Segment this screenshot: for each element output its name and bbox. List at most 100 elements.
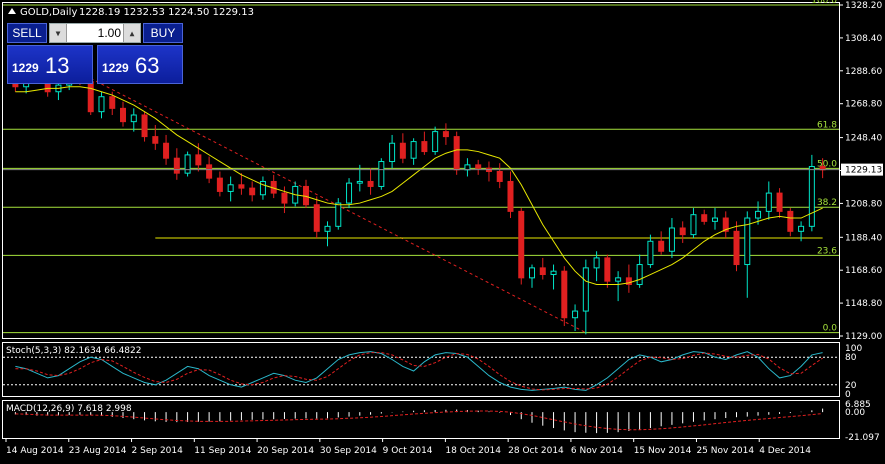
one-click-trading-panel: SELL ▼ ▲ BUY 1229 13 1229 63 [7,22,183,84]
price-tick-label: 1188.40 [845,233,882,243]
price-tick-label: 1268.80 [845,100,882,110]
sell-price-pips: 13 [45,53,70,78]
candle-body [378,161,385,187]
collapse-triangle-icon[interactable] [8,8,16,14]
time-tick-label: 11 Sep 2014 [194,446,251,456]
buy-button[interactable]: BUY [143,23,183,43]
candle-body [722,217,729,232]
macd-axis-label: 6.885 [845,400,871,410]
candle-body [453,136,460,171]
buy-price-pips: 63 [135,53,160,78]
fib-level-label: 0.0 [823,324,838,334]
candle-body [87,81,94,113]
candle-body [690,214,697,236]
lot-size-input[interactable] [67,24,124,42]
decrease-lots-icon[interactable]: ▼ [50,24,67,42]
price-tick-label: 1308.40 [845,34,882,44]
candle-body [668,227,675,252]
stoch-signal-line [15,352,823,391]
price-tick-label: 1248.40 [845,134,882,144]
candle-body [776,192,783,212]
buy-price-button[interactable]: 1229 63 [97,45,183,84]
candle-body [507,180,514,212]
candle-body [173,157,180,174]
candle-body [259,180,266,196]
candle-body [313,204,320,232]
time-tick-label: 15 Nov 2014 [634,446,692,456]
candle-body [389,142,396,163]
candle-body [464,164,471,171]
candle-body [216,177,223,192]
candle-body [647,240,654,266]
stoch-axis-label: 20 [845,381,857,391]
candle-body [808,166,815,227]
candle-body [238,184,245,189]
candle-body [475,164,482,169]
candle-body [582,267,589,312]
candle-body [206,164,213,179]
candle-body [636,264,643,285]
price-tick-label: 1148.80 [845,299,882,309]
candle-body [141,114,148,138]
symbol-name: GOLD,Daily [20,7,77,18]
time-tick-label: 9 Oct 2014 [383,446,433,456]
symbol-ohlc: 1228.19 1232.53 1224.50 1229.13 [79,7,254,18]
stoch-axis-label: 80 [845,353,857,363]
candle-body [163,142,170,159]
macd-pane-border [2,400,840,439]
stoch-axis-label: 0 [845,390,851,400]
sell-price-prefix: 1229 [12,61,39,75]
candle-body [130,114,137,123]
candle-body [281,192,288,204]
candle-body [787,210,794,232]
time-tick-label: 28 Oct 2014 [508,446,564,456]
time-tick-label: 20 Sep 2014 [257,446,314,456]
candle-body [658,240,665,252]
fib-level-label: 38.2 [817,198,837,208]
candle-body [152,136,159,144]
fib-level-label: 50.0 [817,159,837,169]
candle-body [625,277,632,285]
time-tick-label: 2 Sep 2014 [132,446,184,456]
candle-body [765,192,772,212]
sell-price-button[interactable]: 1229 13 [7,45,93,84]
price-axis: 1328.20 1308.40 1288.60 1268.80 1248.40 1228.… [3,1,883,342]
price-tick-label: 1208.80 [845,199,882,209]
macd-axis-label: 0.00 [845,408,865,418]
candle-body [356,180,363,184]
buy-price-prefix: 1229 [102,61,129,75]
candle-body [550,270,557,276]
time-tick-label: 4 Dec 2014 [759,446,811,456]
time-tick-label: 23 Aug 2014 [69,446,127,456]
fib-level-label: 100.0 [811,0,837,6]
time-tick-label: 18 Oct 2014 [445,446,501,456]
candle-body [539,267,546,276]
candle-body [410,141,417,159]
candle-body [302,185,309,206]
price-tick-label: 1328.20 [845,1,882,11]
lot-size-stepper[interactable]: ▼ ▲ [49,23,141,43]
candle-body [335,202,342,227]
candle-body [572,310,579,319]
current-price-label: 1229.13 [845,166,882,176]
candle-body [593,257,600,269]
sell-button[interactable]: SELL [7,23,47,43]
candle-body [529,267,536,279]
candle-body [324,225,331,232]
time-tick-label: 6 Nov 2014 [571,446,623,456]
candle-body [227,184,234,192]
price-tick-label: 1288.60 [845,67,882,77]
macd-axis-label: -21.097 [845,433,880,443]
price-tick-label: 1168.60 [845,266,882,276]
current-price-box [841,163,883,176]
candle-body [109,96,116,109]
price-tick-label: 1129.00 [845,332,882,342]
increase-lots-icon[interactable]: ▲ [123,24,140,42]
candle-body [561,270,568,319]
candle-body [120,107,127,123]
candle-body [755,210,762,219]
candle-body [249,187,256,196]
time-tick-label: 30 Sep 2014 [320,446,377,456]
